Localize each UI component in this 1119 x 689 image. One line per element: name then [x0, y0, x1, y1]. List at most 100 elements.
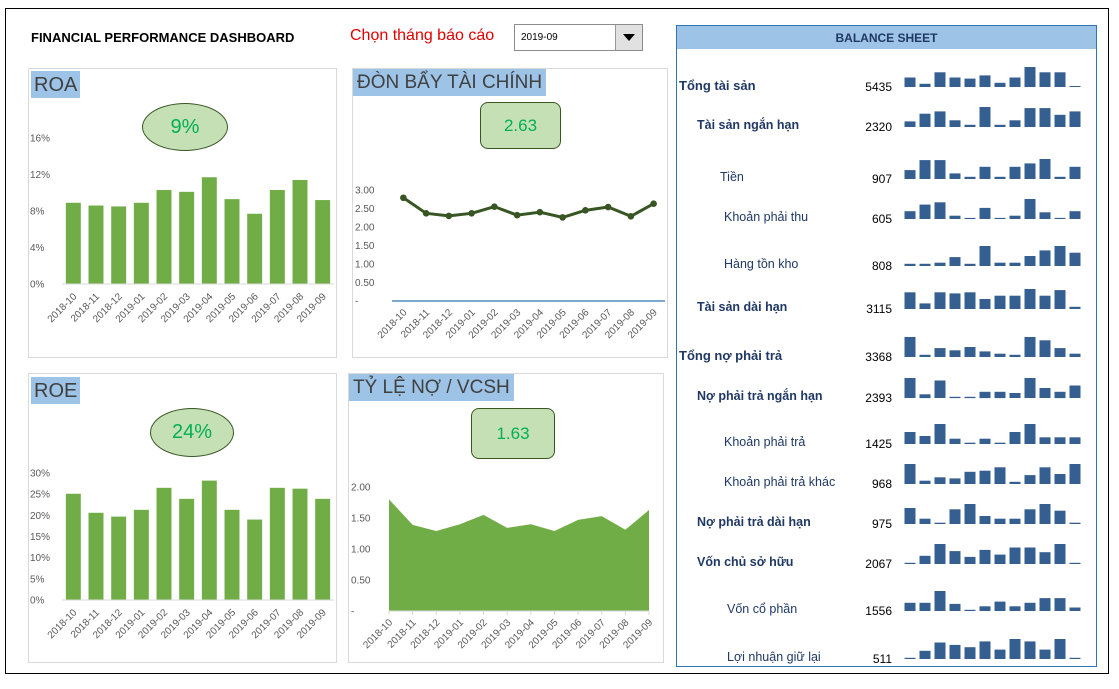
- sparkline-bar: [919, 83, 931, 87]
- sparkline-bar: [919, 555, 931, 564]
- balance-sheet-row: Nợ phải trả dài hạn 975: [677, 504, 1096, 533]
- sparkline: [904, 424, 1081, 444]
- bar: [224, 509, 240, 600]
- y-tick-label: 3.00: [355, 186, 375, 197]
- bar: [88, 512, 104, 600]
- y-tick-label: 1.00: [351, 545, 371, 556]
- balance-sheet-value: 605: [871, 212, 892, 226]
- balance-sheet-value: 3115: [866, 302, 892, 316]
- sparkline-bar: [1069, 607, 1081, 611]
- sparkline-bar: [979, 207, 991, 219]
- sparkline-bar: [1024, 509, 1036, 524]
- sparkline-bar: [979, 107, 991, 127]
- balance-sheet-row: Khoản phải trả 1425: [677, 424, 1096, 453]
- y-tick-label: 12%: [30, 170, 50, 181]
- sparkline-bar: [964, 556, 976, 564]
- dashboard-title: FINANCIAL PERFORMANCE DASHBOARD: [31, 30, 295, 45]
- sparkline-bar: [994, 82, 1006, 87]
- sparkline-bar: [994, 649, 1006, 659]
- sparkline-bar: [919, 518, 931, 524]
- sparkline-bar: [994, 124, 1006, 127]
- sparkline-bar: [1054, 474, 1066, 484]
- balance-sheet-title: BALANCE SHEET: [677, 26, 1096, 49]
- y-tick-label: 8%: [30, 207, 45, 218]
- y-tick-label: 2.00: [351, 483, 371, 494]
- sparkline-bar: [1024, 256, 1036, 266]
- sparkline-bar: [1024, 289, 1036, 309]
- series-line: [402, 196, 655, 219]
- month-select-value: 2019-09: [521, 32, 558, 43]
- sparkline-bar: [934, 202, 946, 219]
- sparkline-bar: [964, 124, 976, 127]
- balance-sheet-value: 907: [871, 172, 892, 186]
- sparkline-bar: [979, 516, 991, 524]
- sparkline: [904, 639, 1081, 659]
- sparkline-bar: [919, 113, 931, 127]
- sparkline-bar: [1039, 504, 1051, 524]
- balance-sheet-value: 968: [871, 477, 892, 491]
- y-tick-label: 1.00: [355, 260, 375, 271]
- sparkline-bar: [904, 508, 916, 524]
- sparkline: [904, 337, 1081, 357]
- y-tick-label: 1.50: [355, 241, 375, 252]
- bar: [179, 191, 195, 284]
- dropdown-button[interactable]: [615, 25, 642, 50]
- y-tick-label: 10%: [30, 553, 50, 564]
- sparkline-bar: [1054, 72, 1066, 87]
- sparkline-bar: [994, 217, 1006, 219]
- sparkline: [904, 246, 1081, 266]
- sparkline: [904, 504, 1081, 524]
- balance-sheet-value: 1425: [865, 437, 892, 451]
- sparkline-bar: [979, 166, 991, 179]
- sparkline-bar: [964, 217, 976, 219]
- bar: [65, 493, 81, 600]
- balance-sheet-label: Nợ phải trả ngắn hạn: [697, 389, 823, 403]
- sparkline-bar: [964, 263, 976, 266]
- sparkline-bar: [979, 606, 991, 611]
- sparkline-bar: [934, 642, 946, 659]
- y-tick-label: 0.50: [351, 576, 371, 587]
- y-tick-label: 5%: [30, 574, 45, 585]
- sparkline-bar: [1069, 111, 1081, 127]
- sparkline-bar: [1024, 67, 1036, 87]
- leverage-line-chart: -0.501.001.502.002.503.002018-102018-112…: [355, 186, 665, 341]
- sparkline-bar: [979, 391, 991, 399]
- sparkline-bar: [1039, 159, 1051, 179]
- sparkline-bar: [1039, 250, 1051, 266]
- sparkline-bar: [949, 257, 961, 266]
- sparkline-bar: [934, 591, 946, 611]
- sparkline-bar: [934, 522, 946, 524]
- bar: [247, 213, 263, 284]
- balance-sheet-row: Tổng tài sản 5435: [677, 67, 1096, 96]
- sparkline-bar: [964, 471, 976, 484]
- sparkline-bar: [979, 470, 991, 484]
- sparkline-bar: [994, 353, 1006, 357]
- sparkline-bar: [964, 292, 976, 309]
- debt-equity-title: TỶ LỆ NỢ / VCSH: [349, 374, 514, 401]
- sparkline-bar: [964, 647, 976, 659]
- balance-sheet-value: 1556: [865, 604, 892, 618]
- data-point: [400, 194, 407, 202]
- data-point: [491, 203, 498, 210]
- sparkline: [904, 544, 1081, 564]
- bar: [315, 200, 331, 284]
- month-select[interactable]: 2019-09: [514, 24, 643, 51]
- sparkline-bar: [1009, 215, 1021, 219]
- sparkline-bar: [1054, 290, 1066, 309]
- sparkline-bar: [1009, 77, 1021, 87]
- sparkline-bar: [1054, 348, 1066, 357]
- sparkline-bar: [1009, 120, 1021, 127]
- balance-sheet-value: 2320: [865, 120, 892, 134]
- sparkline-bar: [934, 160, 946, 179]
- sparkline-bar: [1024, 475, 1036, 484]
- balance-sheet-row: Vốn cổ phần 1556: [677, 591, 1096, 620]
- sparkline-bar: [949, 293, 961, 309]
- y-tick-label: 4%: [30, 243, 45, 254]
- y-tick-label: 1.50: [351, 514, 371, 525]
- sparkline-bar: [1024, 108, 1036, 127]
- debt-equity-area-chart: -0.501.001.502.002018-102018-112018-1220…: [351, 483, 655, 652]
- sparkline-bar: [1024, 337, 1036, 357]
- roa-kpi: 9%: [142, 103, 228, 151]
- sparkline-bar: [1024, 602, 1036, 611]
- sparkline-bar: [904, 432, 916, 444]
